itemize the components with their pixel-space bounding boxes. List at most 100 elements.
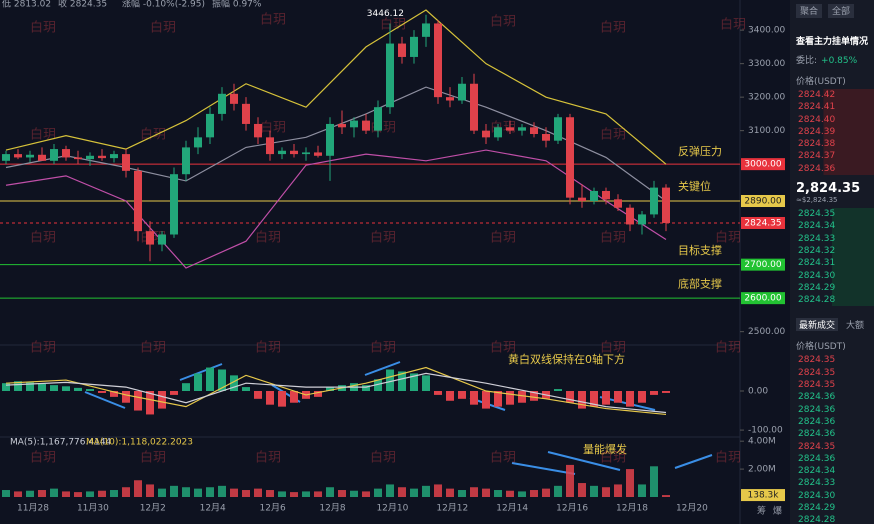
candle-body: [122, 154, 130, 171]
candle-body: [14, 154, 22, 158]
level-label: 2600.00: [744, 294, 781, 304]
volume-bar: [122, 487, 130, 497]
candle-body: [422, 23, 430, 37]
candle-body: [170, 174, 178, 235]
volume-bar: [314, 491, 322, 497]
volume-bar: [602, 487, 610, 497]
watermark: 白玥: [715, 340, 741, 356]
trade-price: 2824.30: [798, 490, 836, 501]
macd-bar: [62, 386, 70, 391]
candle-body: [326, 123, 334, 156]
watermark: 白玥: [140, 340, 166, 356]
candle-body: [614, 199, 622, 208]
chart: 低 2813.02 收 2824.35 涨幅 -0.10%(-2.95) 振幅 …: [0, 0, 786, 524]
volume-bar: [398, 487, 406, 497]
macd-bar: [146, 391, 154, 415]
trade-tab[interactable]: 大额: [846, 321, 865, 332]
candle-body: [482, 130, 490, 138]
macd-bar: [134, 391, 142, 411]
title: 查看主力挂单情况: [796, 37, 869, 47]
macd-bar: [86, 389, 94, 391]
volume-bar: [14, 491, 22, 497]
macd-bar: [230, 375, 238, 391]
ratio: 委比: +0.85%: [790, 51, 874, 68]
candle-body: [266, 137, 274, 155]
ask-price: 2824.41: [790, 101, 874, 114]
y-tick-label: 3200.00: [748, 93, 785, 103]
candle-body: [662, 187, 670, 223]
bid-price: 2824.30: [790, 269, 874, 282]
volume-bar: [254, 488, 262, 497]
candle-body: [230, 93, 238, 104]
volume-bar: [242, 490, 250, 497]
trade-price: 2824.33: [798, 478, 836, 489]
watermark: 白玥: [490, 14, 516, 30]
volume-bar: [422, 485, 430, 497]
toolbar-low: 低 2813.02: [2, 0, 51, 10]
macd-bar: [314, 391, 322, 397]
watermark: 白玥: [255, 230, 281, 246]
volume-bar: [194, 488, 202, 497]
volume-bar: [662, 495, 670, 497]
ask-price: 2824.37: [790, 150, 874, 163]
trade-tab[interactable]: 最新成交: [796, 318, 839, 332]
candle-body: [530, 127, 538, 134]
toolbar-amp: 振幅 0.97%: [212, 0, 262, 10]
volume-bar: [566, 464, 574, 497]
watermark: 白玥: [255, 450, 281, 466]
ask-price: 2824.39: [790, 125, 874, 139]
volume-bar: [362, 491, 370, 497]
watermark: 白玥: [370, 450, 396, 466]
trade-price: 2824.36: [798, 416, 836, 427]
candle-body: [494, 127, 502, 138]
watermark: 白玥: [370, 340, 396, 356]
volume-bar: [218, 485, 226, 497]
candle-body: [38, 154, 46, 161]
volume-bar: [98, 490, 106, 497]
tab[interactable]: 聚合: [796, 4, 823, 18]
watermark: 白玥: [140, 450, 166, 466]
macd-bar: [662, 391, 670, 393]
level-note: 底部支撑: [678, 277, 722, 291]
volume-bar: [374, 488, 382, 497]
volume-bar: [62, 491, 70, 497]
macd-bar: [182, 383, 190, 391]
watermark: 白玥: [30, 20, 56, 36]
volume-bar: [302, 491, 310, 497]
volume-bar: [590, 485, 598, 497]
macd-bar: [242, 387, 250, 391]
x-tick-label: 12月8: [319, 503, 345, 514]
candle-body: [374, 107, 382, 131]
volume-bar: [638, 484, 646, 497]
macd-bar: [422, 375, 430, 391]
volume-bar: [266, 490, 274, 497]
volume-bar: [230, 488, 238, 497]
volume-bar: [134, 480, 142, 497]
volume-bar: [578, 483, 586, 497]
trade-head: 价格(USDT): [796, 342, 846, 353]
macd-bar: [614, 391, 622, 403]
candle-body: [62, 149, 70, 158]
volume-bar: [482, 488, 490, 497]
candle-body: [278, 150, 286, 155]
volume-bar: [146, 484, 154, 497]
volume-bar: [458, 490, 466, 497]
macd-bar: [110, 391, 118, 397]
candle-body: [86, 155, 94, 160]
macd-note: 黄白双线保持在0轴下方: [508, 352, 625, 366]
bid-price: 2824.32: [790, 244, 874, 258]
macd-bar: [194, 373, 202, 391]
candle-body: [458, 83, 466, 101]
footer: 筹: [757, 505, 766, 517]
macd-bar: [98, 391, 106, 393]
macd-bar: [218, 369, 226, 391]
macd-bar: [170, 391, 178, 395]
tab[interactable]: 全部: [828, 4, 855, 18]
candle-body: [554, 117, 562, 141]
trade-price: 2824.36: [798, 453, 836, 464]
bid-price: 2824.33: [790, 232, 874, 245]
macd-bar: [50, 385, 58, 391]
tabs: 聚合 全部: [790, 0, 874, 22]
trade-price: 2824.36: [798, 392, 836, 403]
macd-bar: [410, 373, 418, 391]
